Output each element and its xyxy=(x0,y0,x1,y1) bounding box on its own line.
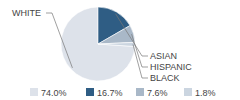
pie-slice xyxy=(98,42,135,46)
legend-label: 74.0% xyxy=(41,88,67,98)
pie-slice xyxy=(61,7,135,81)
slice-label: BLACK xyxy=(150,73,180,83)
legend-label: 1.8% xyxy=(195,88,216,98)
leader-line xyxy=(132,34,148,67)
chart: WHITE ASIANHISPANICBLACK 74.0% 16.7% 7.6% 1.8… xyxy=(0,0,240,100)
legend: 74.0% 16.7% 7.6% 1.8% xyxy=(30,88,216,98)
legend-label: 7.6% xyxy=(147,88,168,98)
slice-label: HISPANIC xyxy=(150,62,192,72)
pie-slice xyxy=(98,26,135,44)
legend-swatch xyxy=(30,88,38,96)
leader-line xyxy=(46,13,72,68)
leader-line xyxy=(133,44,148,78)
pie xyxy=(61,7,135,81)
legend-swatch xyxy=(184,88,192,96)
legend-swatch xyxy=(136,88,144,96)
slice-label: ASIAN xyxy=(150,51,177,61)
legend-label: 16.7% xyxy=(97,88,123,98)
slice-label: WHITE xyxy=(12,8,41,18)
legend-swatch xyxy=(86,88,94,96)
